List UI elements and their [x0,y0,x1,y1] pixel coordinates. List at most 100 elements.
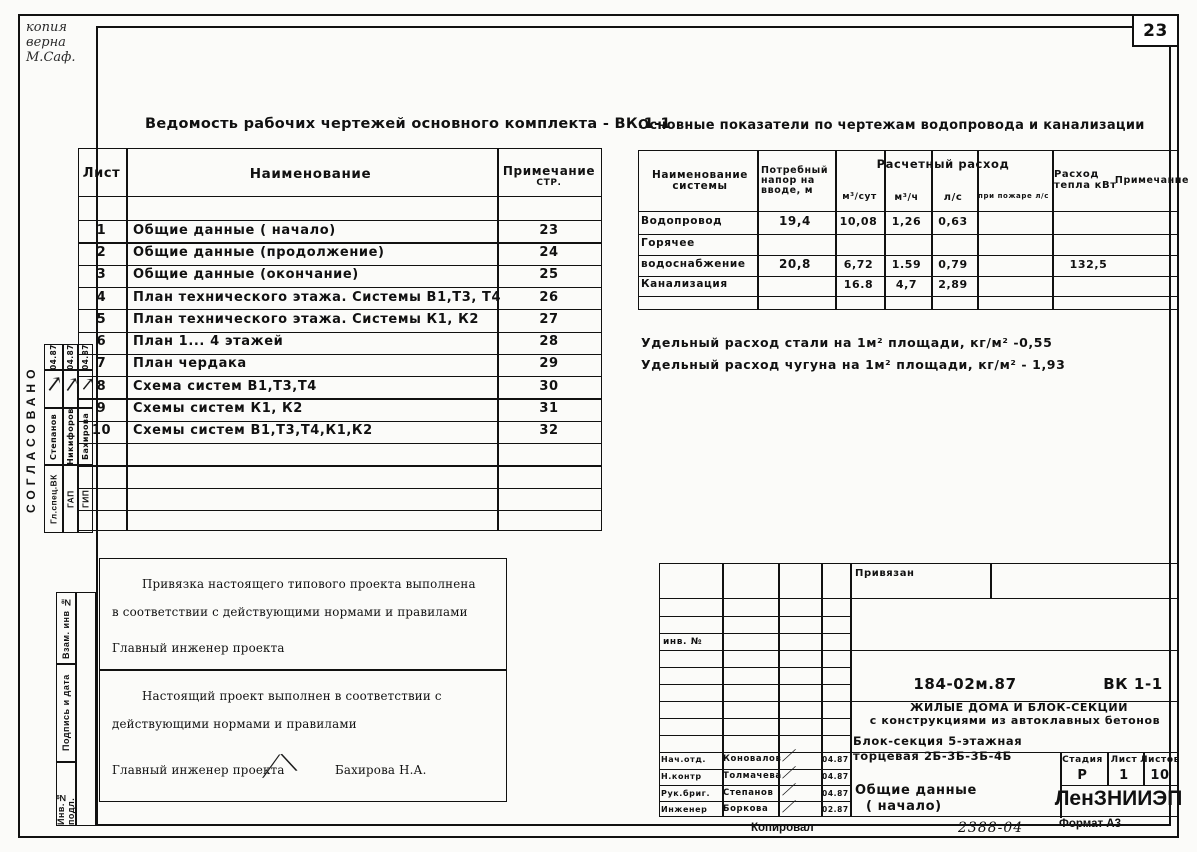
indicators-header-flow-m3sut: м³/сут [842,192,877,203]
ledger-cell-name: План технического этажа. Системы В1,Т3, … [133,289,502,305]
title-block-stage-label-0: Стадия [1062,754,1103,765]
copy-stamp-line-2: верна [26,35,66,50]
signer-role-0: Нач.отд. [661,754,707,764]
title-block-privyazan: Привязан [855,568,915,580]
page-number: 23 [1143,20,1168,41]
ledger-title: Ведомость рабочих чертежей основного ком… [145,116,671,132]
indicators-header-flow-fire: при пожаре л/с [978,192,1049,201]
indicators-cell-head: 20,8 [778,257,811,272]
ledger-cell-name: Схемы систем В1,Т3,Т4,К1,К2 [133,423,373,439]
indicators-header-flow: Расчетный расход [876,156,1010,171]
ledger-cell-sheet [78,464,125,486]
indicators-cell-m3sut: 16.8 [843,278,874,292]
indicators-cell-heat [1051,275,1126,295]
footer-format: Формат А3 [1059,818,1121,830]
indicators-cell-note [1126,275,1178,295]
signer-role-1: Н.контр [661,771,702,781]
indicators-cell-head: 19,4 [778,214,811,229]
indicators-cell-head [756,275,834,295]
ledger-cell-name: Общие данные ( начало) [133,222,336,238]
ledger-cell-page [496,442,602,464]
copy-stamp-line-1: копия [26,20,67,35]
title-block-stage-value-1: 1 [1119,768,1129,784]
ledger-cell-page: 29 [539,356,559,372]
ledger-cell-sheet [78,509,125,531]
note-box-compliance: Настоящий проект выполнен в соответствии… [99,670,507,802]
indicators-title: Основные показатели по чертежам водопров… [638,118,1145,133]
indicators-cell-ls: 0,79 [938,257,968,271]
note2-line-2: Главный инженер проекта [112,763,285,777]
indicators-cell-head [756,295,834,310]
ledger-cell-page: 31 [539,401,559,417]
title-block-code: 184-02м.87 [913,674,1017,693]
ledger-cell-sheet: 10 [91,423,112,439]
ledger-cell-name [125,464,504,486]
indicators-footnotes: Удельный расход стали на 1м² площади, кг… [641,332,1186,376]
signer-name-2: Степанов [723,788,774,799]
indicators-header-heat: Расход тепла кВт [1054,169,1117,191]
indicators-cell-note [1126,210,1178,233]
ledger-header-note: Примечание [502,163,596,178]
title-block-doc-line-1: Общие данные [855,782,977,798]
indicators-cell-m3sut [834,233,883,254]
signer-date-1: 04.87 [822,771,849,781]
indicators-cell-ls: 0,63 [938,214,968,228]
indicators-cell-note [1126,295,1178,310]
ledger-cell-sheet: 2 [96,244,107,260]
indicators-cell-fire [976,210,1051,233]
title-block-stage-value-0: Р [1077,768,1088,784]
ledger-cell-page: 28 [539,334,559,350]
page-number-box: 23 [1132,14,1179,47]
indicators-cell-note [1126,233,1178,254]
ledger-cell-name: Общие данные (продолжение) [133,244,385,260]
indicators-cell-m3sut [834,295,883,310]
sidebar-blank-column [76,592,96,826]
ledger-cell-sheet: 7 [96,356,107,372]
ledger-cell-page: 23 [539,222,559,238]
ledger-header-sheet: Лист [82,166,121,181]
sidebar-label-vzam-inv: Взам. инв № [56,592,76,664]
indicators-cell-m3h: 1.59 [891,257,922,271]
title-block-section-line-1: Блок-секция 5-этажная [853,734,1023,749]
ledger-cell-page [496,487,602,509]
ledger-cell-name [125,487,504,509]
ledger-header-name: Наименование [249,165,372,182]
title-block-section-line-2: торцевая 2Б-3Б-3Б-4Б [853,749,1012,764]
note2-signer-name: Бахирова Н.А. [335,763,427,777]
ledger-cell-sheet: 4 [96,289,107,305]
ledger-cell-page [496,464,602,486]
indicators-header-note: Примечание [1114,174,1190,186]
ledger-cell-sheet [78,442,125,464]
indicators-cell-system: водоснабжение [641,257,746,270]
indicators-header-flow-ls: л/с [943,191,963,203]
ledger-cell-page: 30 [539,378,559,394]
ledger-table [78,148,602,531]
approval-date-0: 04.87 [44,344,63,370]
indicators-header-flow-m3h: м³/ч [894,191,919,203]
approval-name-1: Никифоров [63,408,78,465]
ledger-cell-name: План чердака [133,356,247,372]
sheet-outer-frame [18,14,1179,838]
title-block-stage-label-2: Листов [1140,754,1180,765]
signer-name-0: Коновалов [723,754,782,765]
ledger-cell-page: 25 [539,267,559,283]
signer-date-0: 04.87 [822,754,849,764]
copy-stamp-signature: М.Саф. [26,50,76,65]
signer-role-2: Рук.бриг. [661,788,711,798]
ledger-cell-page: 24 [539,244,559,260]
approval-role-0: Гл.спец.ВК [44,465,63,533]
signer-date-2: 04.87 [822,788,849,798]
note1-line-0: Привязка настоящего типового проекта вып… [142,577,476,591]
title-block-mark: ВК 1-1 [1103,674,1163,693]
approval-role-1: ГАП [63,465,78,533]
indicators-cell-ls: 2,89 [938,278,968,292]
sheet-inner-frame [96,26,1171,826]
ledger-header-note-sub: СТР. [536,177,562,188]
indicators-cell-heat [1051,233,1126,254]
indicators-cell-ls [930,233,976,254]
indicators-cell-system: Водопровод [641,214,723,227]
indicators-table [638,150,1178,310]
indicators-cell-system [638,295,759,310]
ledger-cell-page: 32 [539,423,559,439]
indicators-cell-m3h: 4,7 [895,278,918,292]
